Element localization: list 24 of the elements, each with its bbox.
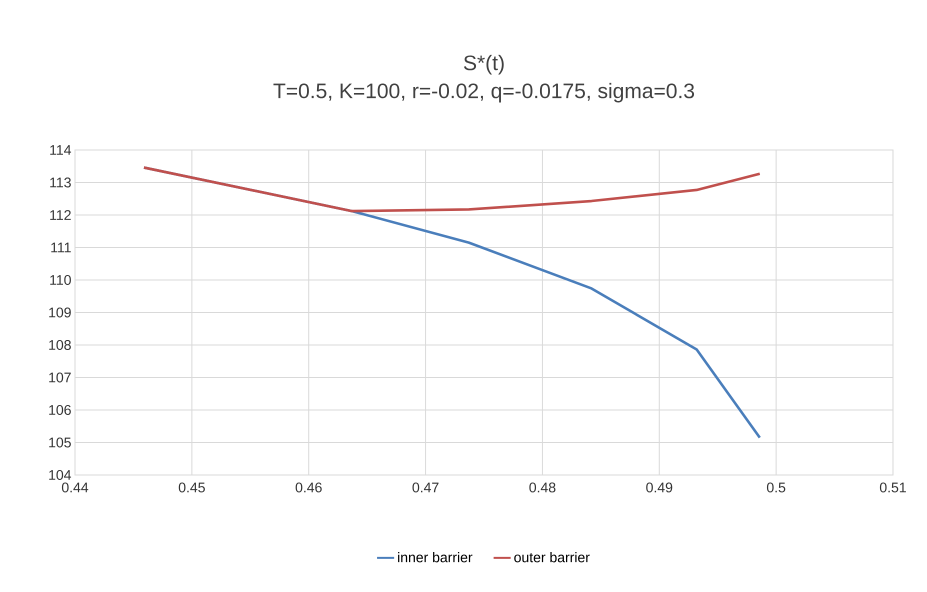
y-tick-label: 111: [51, 242, 71, 252]
y-tick-label: 113: [50, 178, 71, 188]
x-tick-label: 0.45: [178, 482, 205, 492]
chart-subtitle: T=0.5, K=100, r=-0.02, q=-0.0175, sigma=0.3: [273, 82, 694, 102]
x-tick-label: 0.5: [766, 482, 786, 492]
legend-label: inner barrier: [398, 552, 472, 562]
x-tick-label: 0.48: [529, 482, 556, 492]
line-series: [142, 166, 762, 212]
x-tick-label: 0.44: [62, 482, 88, 492]
y-tick-label: 110: [50, 275, 71, 285]
y-tick-label: 104: [49, 470, 72, 480]
x-tick-label: 0.51: [880, 482, 906, 492]
y-tick-label: 107: [49, 372, 71, 382]
x-tick-label: 0.46: [296, 482, 322, 492]
y-tick-label: 106: [49, 405, 71, 415]
x-tick-label: 0.47: [412, 482, 438, 492]
y-tick-label: 105: [49, 438, 71, 448]
y-tick-label: 109: [49, 308, 71, 318]
x-tick-label: 0.49: [646, 482, 672, 492]
y-tick-label: 108: [49, 340, 71, 350]
y-tick-label: 114: [50, 145, 72, 155]
chart-title: S*(t): [464, 54, 504, 74]
legend-label: outer barrier: [514, 552, 590, 562]
y-tick-label: 112: [50, 210, 71, 220]
